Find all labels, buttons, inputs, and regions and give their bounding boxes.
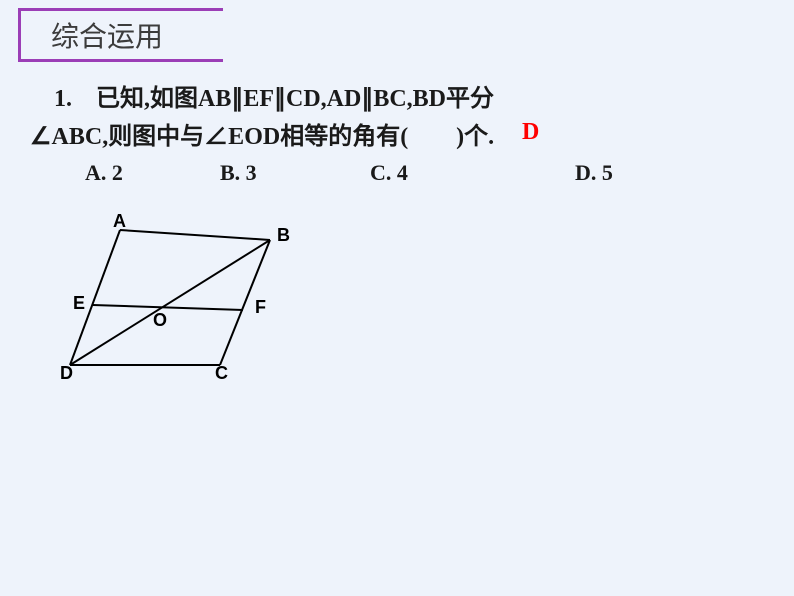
label-f: F <box>255 297 266 318</box>
option-c: C. 4 <box>370 160 408 186</box>
question-line-2: ∠ABC,则图中与∠EOD相等的角有( )个. <box>30 118 764 156</box>
option-b: B. 3 <box>220 160 257 186</box>
header-title: 综合运用 <box>51 22 163 53</box>
option-a: A. 2 <box>85 160 123 186</box>
label-c: C <box>215 363 228 384</box>
label-b: B <box>277 225 290 246</box>
option-d: D. 5 <box>575 160 613 186</box>
line-ef <box>93 305 243 310</box>
label-o: O <box>153 310 167 331</box>
question-block: 1. 已知,如图AB∥EF∥CD,AD∥BC,BD平分 ∠ABC,则图中与∠EO… <box>30 80 764 157</box>
label-e: E <box>73 293 85 314</box>
header-box: 综合运用 <box>18 8 223 62</box>
line-bd <box>70 240 270 365</box>
label-d: D <box>60 363 73 384</box>
question-line-1: 1. 已知,如图AB∥EF∥CD,AD∥BC,BD平分 <box>30 80 764 118</box>
label-a: A <box>113 211 126 232</box>
answer-letter: D <box>522 119 539 146</box>
line-ab <box>120 230 270 240</box>
geometry-diagram: A B C D E F O <box>45 215 305 395</box>
